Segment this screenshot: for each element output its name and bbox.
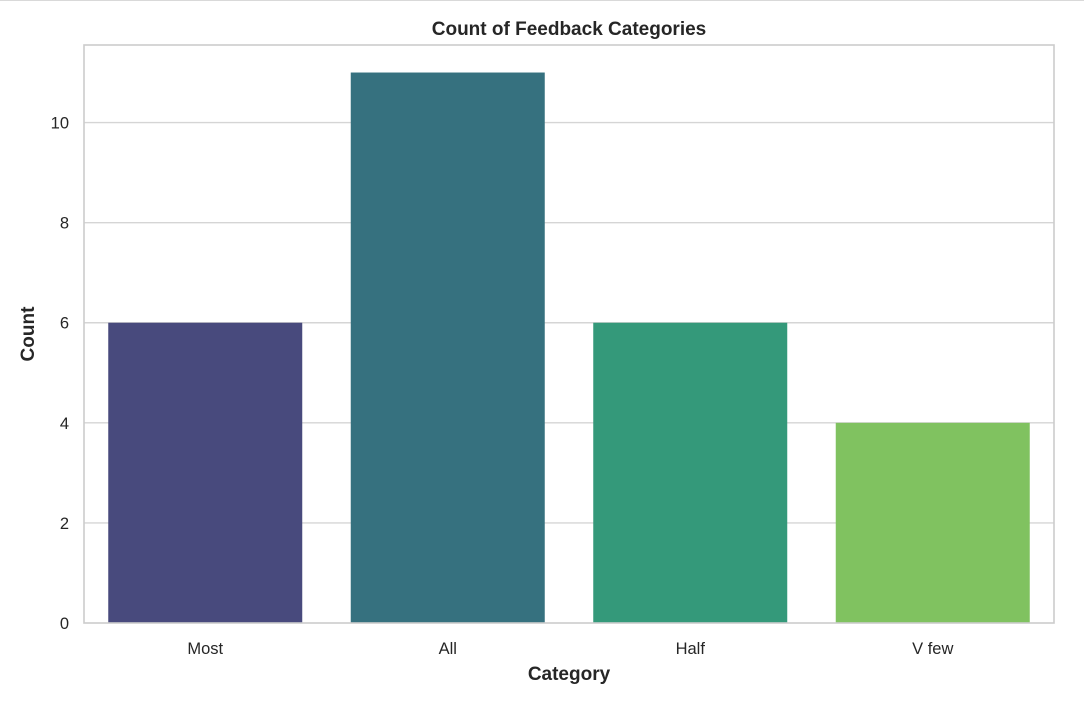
bars: [108, 72, 1030, 624]
x-tick-labels: Most All Half V few: [187, 640, 953, 658]
y-tick-label: 4: [60, 415, 69, 433]
x-axis-label: Category: [528, 664, 611, 685]
plot-frame: [83, 44, 1055, 624]
x-tick-label: V few: [912, 640, 953, 658]
bar-all: [350, 72, 545, 624]
top-rule: [0, 0, 1084, 1]
bar-half: [593, 322, 788, 623]
y-tick-label: 10: [51, 115, 69, 133]
bar-v-few: [835, 422, 1030, 623]
y-tick-label: 2: [60, 515, 69, 533]
y-tick-labels: 0 2 4 6 8 10: [51, 115, 69, 633]
x-tick-label: All: [439, 640, 457, 658]
bar-most: [108, 322, 303, 623]
y-tick-label: 8: [60, 215, 69, 233]
y-axis-label: Count: [18, 306, 39, 362]
y-tick-label: 6: [60, 315, 69, 333]
chart-title: Count of Feedback Categories: [432, 19, 707, 40]
y-tick-label: 0: [60, 615, 69, 633]
x-tick-label: Half: [676, 640, 706, 658]
x-tick-label: Most: [187, 640, 223, 658]
